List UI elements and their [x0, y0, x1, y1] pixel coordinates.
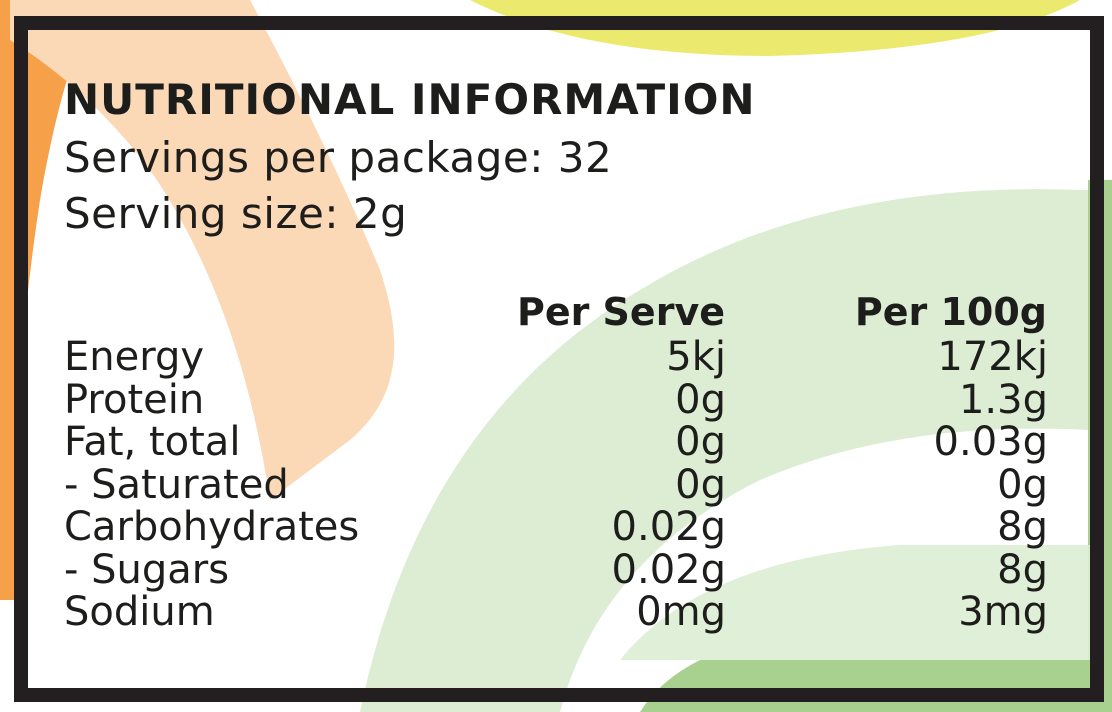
- serving-size: Serving size: 2g: [64, 189, 408, 238]
- nutrient-row-saturated: - Saturated 0g 0g: [64, 464, 1048, 507]
- nutrient-name: - Saturated: [64, 461, 289, 508]
- per-serve-value: 0.02g: [611, 546, 726, 593]
- nutrient-row-sugars: - Sugars 0.02g 8g: [64, 549, 1048, 592]
- per-100g-value: 172kj: [937, 334, 1048, 380]
- nutrient-name: Fat, total: [64, 419, 241, 465]
- per-serve-value: 0g: [675, 376, 726, 423]
- per-100g-value: 0g: [997, 461, 1048, 508]
- per-100g-value: 8g: [997, 504, 1048, 550]
- per-100g-value: 1.3g: [958, 376, 1048, 423]
- per-100g-value: 8g: [997, 546, 1048, 593]
- nutrition-panel-border: [14, 16, 1104, 702]
- nutrient-name: Carbohydrates: [64, 504, 360, 550]
- servings-per-package: Servings per package: 32: [64, 133, 613, 182]
- per-100g-value: 0.03g: [933, 419, 1048, 465]
- nutrient-row-protein: Protein 0g 1.3g: [64, 379, 1048, 422]
- nutrient-name: - Sugars: [64, 546, 230, 593]
- per-serve-value: 0g: [675, 419, 726, 465]
- per-serve-value: 0.02g: [611, 504, 726, 550]
- column-header-per-100g: Per 100g: [854, 290, 1047, 334]
- light-green-lower-ring: [620, 545, 1090, 660]
- per-serve-value: 5kj: [666, 334, 726, 380]
- nutrient-row-carbohydrates: Carbohydrates 0.02g 8g: [64, 506, 1048, 549]
- per-100g-value: 3mg: [958, 589, 1048, 635]
- per-serve-value: 0g: [675, 461, 726, 508]
- nutrient-name: Protein: [64, 376, 205, 423]
- nutrition-heading: NUTRITIONAL INFORMATION: [64, 75, 756, 124]
- nutrient-name: Energy: [64, 334, 205, 380]
- nutrition-rows: Energy 5kj 172kj Protein 0g 1.3g Fat, to…: [64, 336, 1048, 634]
- nutrient-row-energy: Energy 5kj 172kj: [64, 336, 1048, 379]
- per-serve-value: 0mg: [636, 589, 726, 635]
- column-header-per-serve: Per Serve: [516, 290, 725, 334]
- nutrient-row-fat-total: Fat, total 0g 0.03g: [64, 421, 1048, 464]
- nutrient-row-sodium: Sodium 0mg 3mg: [64, 591, 1048, 634]
- nutrient-name: Sodium: [64, 589, 215, 635]
- peach-swoosh: [10, 0, 395, 500]
